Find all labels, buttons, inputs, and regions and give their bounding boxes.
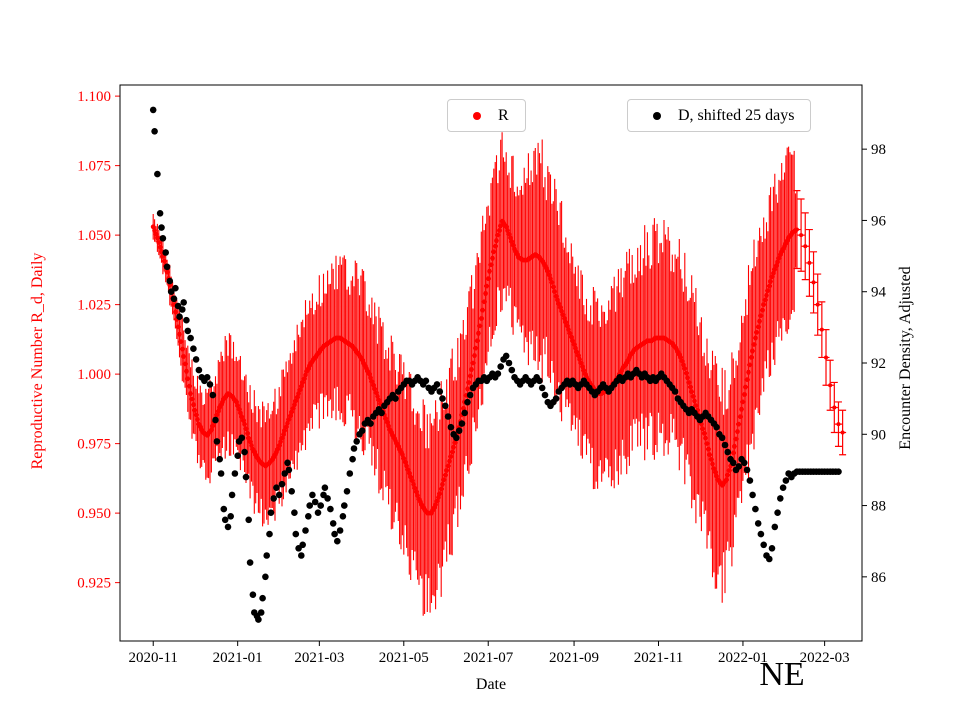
y-left-tick-label: 1.025 [77, 298, 111, 314]
y-right-tick-label: 98 [871, 142, 886, 158]
y-left-tick-label: 0.975 [77, 437, 111, 453]
x-tick-label: 2022-03 [800, 650, 850, 666]
y-right-tick-label: 94 [871, 285, 887, 301]
y-left-tick-label: 1.000 [77, 367, 111, 383]
x-axis-label: Date [475, 676, 507, 693]
legend-label-d: D, shifted 25 days [678, 106, 795, 124]
x-tick-label: 2020-11 [128, 650, 177, 666]
x-tick-label: 2021-07 [463, 650, 513, 666]
annotation-ne: NE [759, 656, 805, 693]
x-tick-label: 2021-09 [549, 650, 599, 666]
y-right-tick-label: 88 [871, 499, 886, 515]
legend-label-r: R [498, 106, 509, 124]
y-right-tick-label: 90 [871, 427, 886, 443]
series-D [149, 106, 842, 623]
legend-d: D, shifted 25 days [627, 99, 812, 132]
plot-frame [119, 84, 863, 642]
x-tick-label: 2022-01 [718, 650, 768, 666]
y-right-tick-label: 96 [871, 213, 887, 229]
legend-handle-d [642, 111, 672, 120]
y-left-tick-label: 1.050 [77, 228, 111, 244]
legend-r: R [447, 99, 526, 132]
y-left-tick-label: 0.925 [77, 576, 111, 592]
y-right-tick-label: 92 [871, 356, 886, 372]
y-left-tick-label: 1.100 [77, 89, 111, 105]
x-tick-label: 2021-01 [213, 650, 263, 666]
x-tick-label: 2021-03 [294, 650, 344, 666]
y-left-tick-label: 1.075 [77, 159, 111, 175]
y-left-tick-label: 0.950 [77, 506, 111, 522]
axis-ticks: 2020-11 2021-01 2021-03 2021-05 2021-07 2021-… [77, 89, 886, 666]
y-right-tick-label: 86 [871, 570, 887, 586]
legend-handle-r [462, 111, 492, 120]
legend-marker-r-icon [473, 111, 481, 120]
x-tick-label: 2021-11 [634, 650, 683, 666]
legend-marker-d-icon [653, 111, 661, 120]
x-tick-label: 2021-05 [379, 650, 429, 666]
